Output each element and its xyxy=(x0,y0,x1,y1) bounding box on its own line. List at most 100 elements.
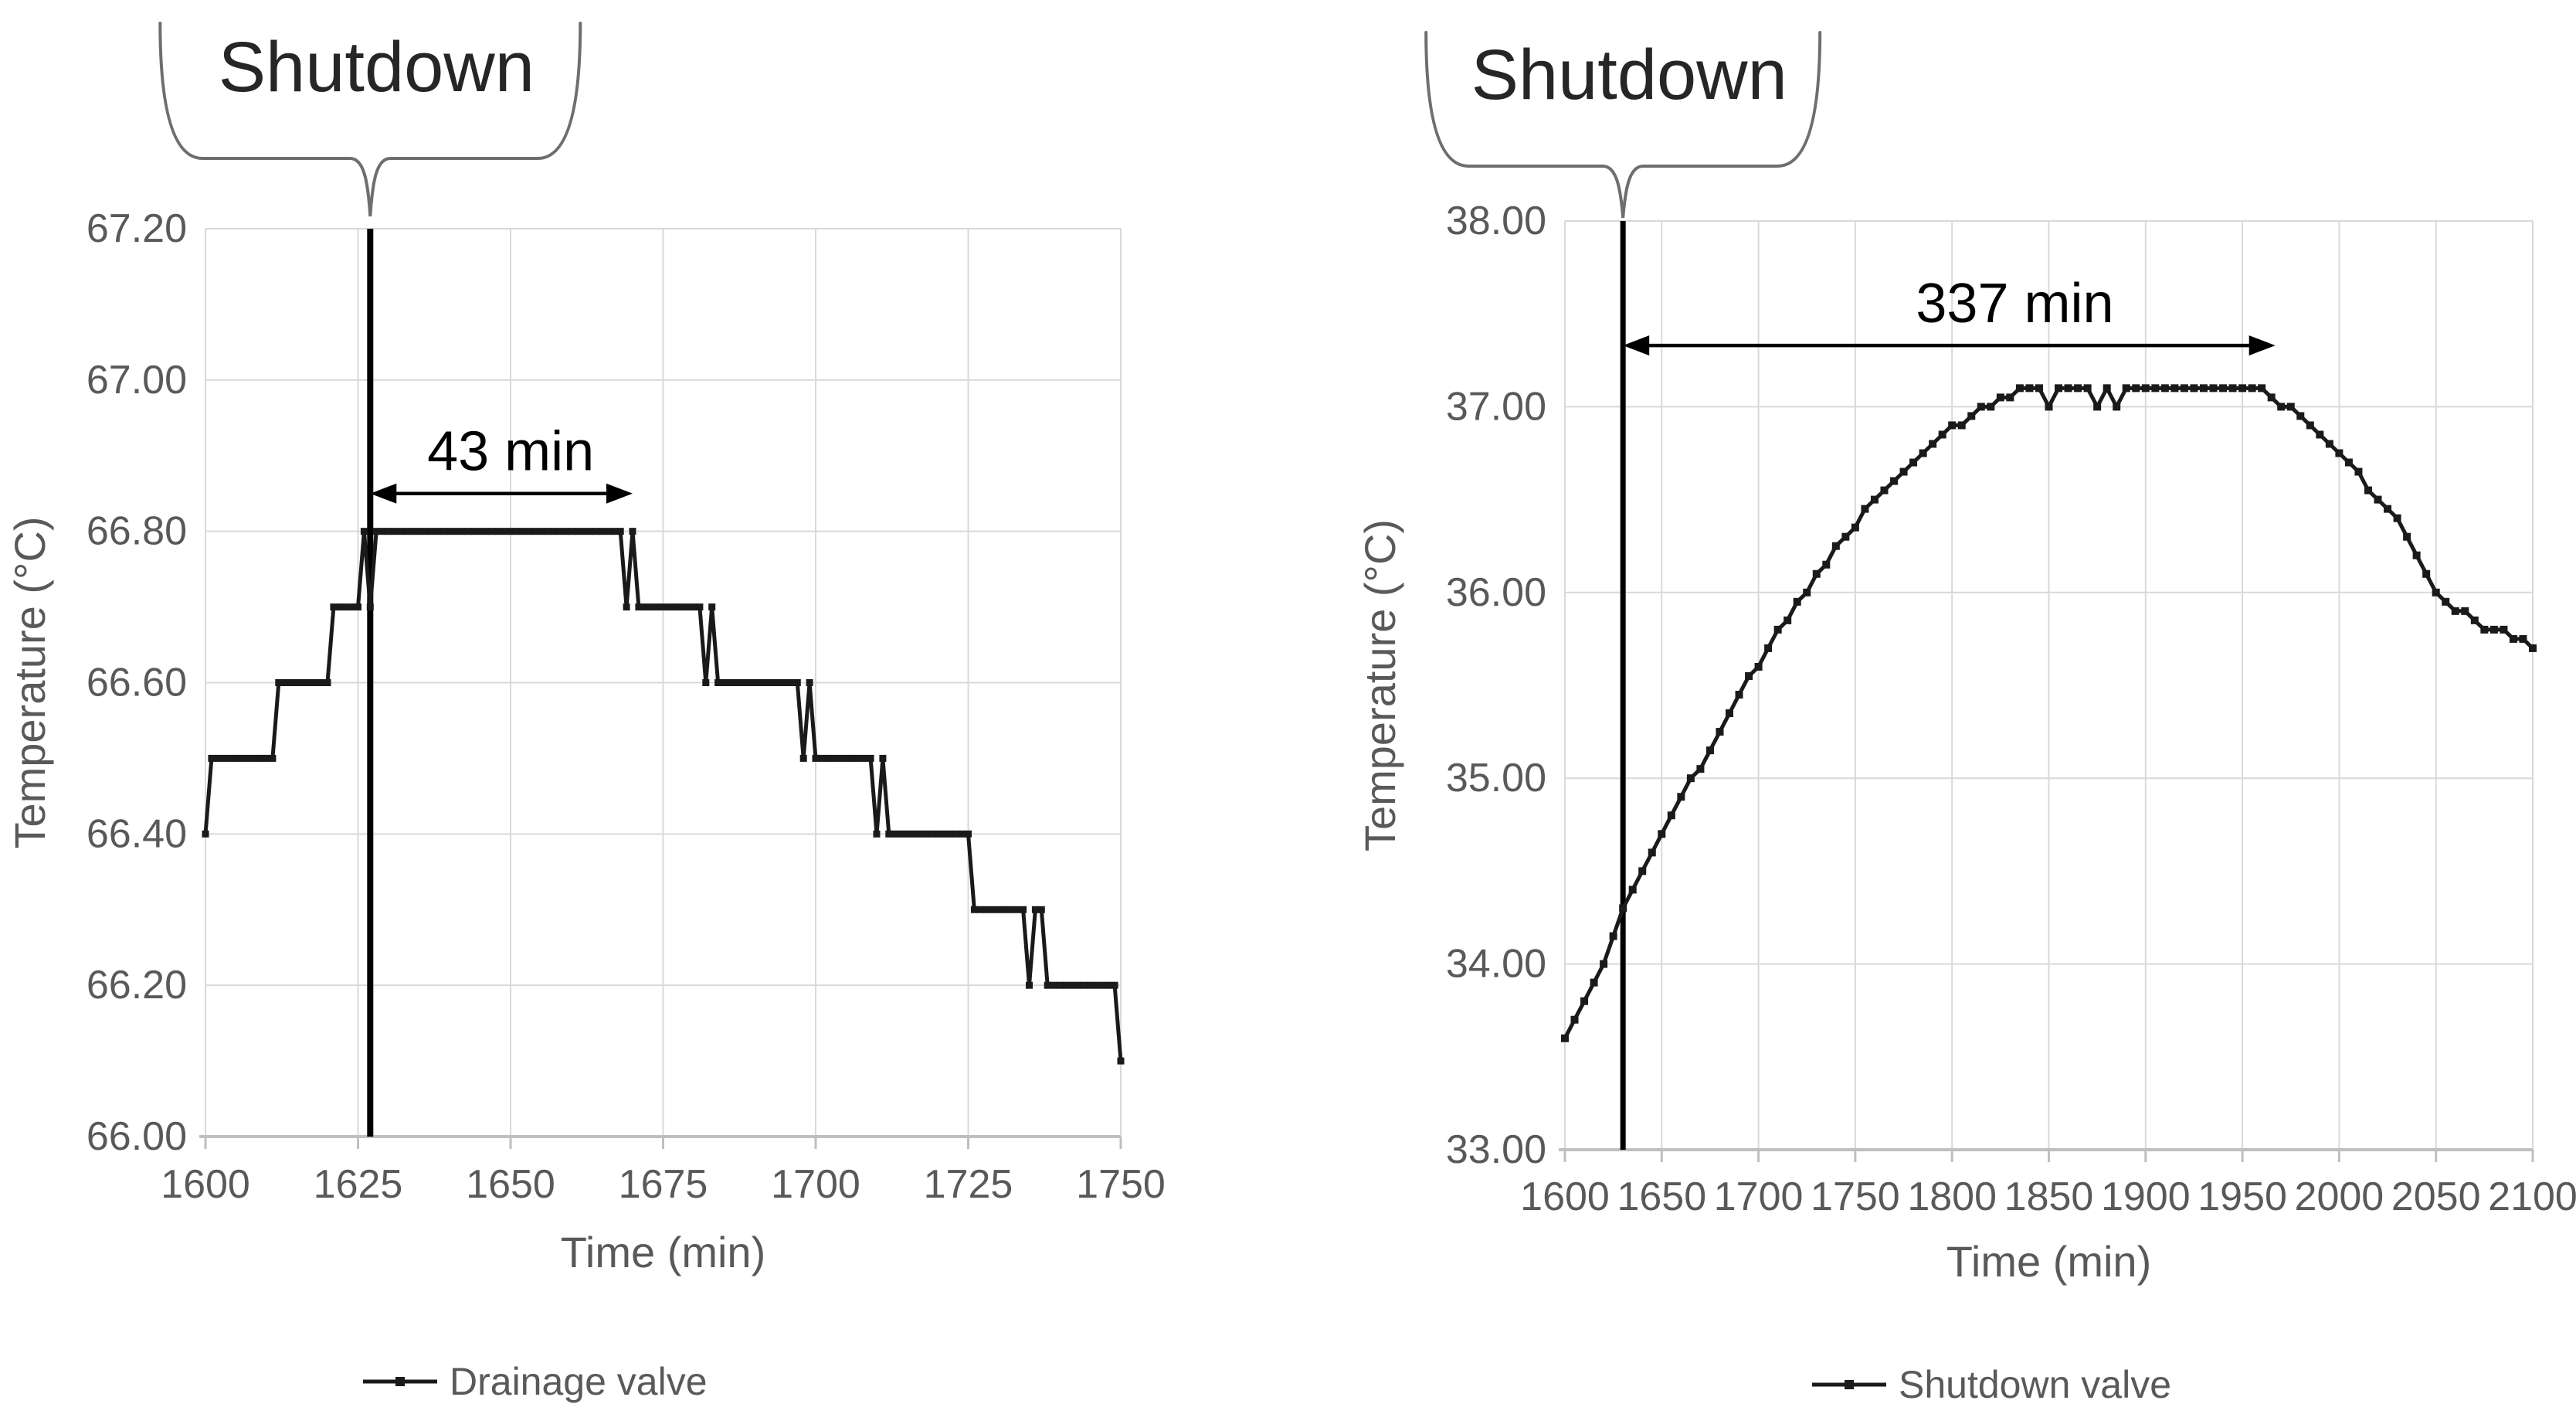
series-marker xyxy=(1580,997,1589,1005)
series-marker xyxy=(543,528,551,535)
series-marker xyxy=(324,679,331,686)
x-tick-label: 2000 xyxy=(2295,1174,2384,1219)
y-tick-label: 66.40 xyxy=(87,811,187,856)
series-marker xyxy=(1044,981,1051,989)
series-marker xyxy=(2113,403,2121,411)
series-marker xyxy=(782,679,789,686)
legend-label: Shutdown valve xyxy=(1899,1363,2171,1406)
series-marker xyxy=(2306,421,2314,430)
series-marker xyxy=(2451,607,2459,615)
series-marker xyxy=(1105,981,1112,989)
series-marker xyxy=(1967,412,1976,420)
series-marker xyxy=(1957,421,1966,430)
series-marker xyxy=(623,603,630,611)
series-marker xyxy=(2500,625,2508,634)
series-marker xyxy=(1977,403,1985,411)
y-tick-label: 38.00 xyxy=(1446,199,1546,243)
series-marker xyxy=(2489,625,2498,634)
series-marker xyxy=(275,679,283,686)
x-axis-title: Time (min) xyxy=(1946,1237,2151,1286)
series-marker xyxy=(738,679,746,686)
series-marker xyxy=(287,679,295,686)
x-tick-label: 1800 xyxy=(1907,1174,1997,1219)
series-marker xyxy=(501,528,508,535)
arrowhead-left xyxy=(1623,335,1650,356)
series-marker xyxy=(1831,542,1840,550)
series-marker xyxy=(1899,467,1908,476)
series-marker xyxy=(2393,514,2401,522)
series-marker xyxy=(940,830,948,838)
series-marker xyxy=(904,830,911,838)
series-marker xyxy=(1658,830,1666,838)
series-marker xyxy=(1081,981,1088,989)
y-tick-label: 33.00 xyxy=(1446,1127,1546,1172)
series-marker xyxy=(397,528,405,535)
series-marker xyxy=(2093,403,2102,411)
series-marker xyxy=(311,679,319,686)
series-marker xyxy=(629,528,636,535)
series-marker xyxy=(427,528,435,535)
series-marker xyxy=(1074,981,1082,989)
series-marker xyxy=(1745,671,1753,680)
x-tick-label: 1900 xyxy=(2101,1174,2191,1219)
x-tick-label: 1675 xyxy=(619,1162,708,1207)
x-tick-label: 1850 xyxy=(2004,1174,2094,1219)
series-marker xyxy=(2267,393,2276,402)
series-marker xyxy=(2277,403,2286,411)
series-marker xyxy=(238,754,246,762)
series-marker xyxy=(2316,430,2324,439)
series-marker xyxy=(342,603,350,611)
series-marker xyxy=(677,603,685,611)
series-marker xyxy=(2403,532,2411,541)
y-tick-label: 35.00 xyxy=(1446,756,1546,800)
series-marker xyxy=(702,679,710,686)
series-marker xyxy=(2055,384,2063,393)
series-marker xyxy=(708,603,716,611)
series-marker xyxy=(1773,625,1782,634)
x-tick-label: 2050 xyxy=(2391,1174,2481,1219)
series-marker xyxy=(909,830,917,838)
series-marker xyxy=(232,754,239,762)
series-marker xyxy=(891,830,899,838)
series-marker xyxy=(843,754,850,762)
brace-label: Shutdown xyxy=(219,28,535,107)
series-marker xyxy=(464,528,472,535)
series-marker xyxy=(1803,588,1811,597)
series-marker xyxy=(915,830,923,838)
series-marker xyxy=(1705,746,1714,755)
series-marker xyxy=(837,754,844,762)
series-marker xyxy=(1851,523,1859,532)
series-marker xyxy=(488,528,496,535)
series-marker xyxy=(1754,662,1763,671)
series-marker xyxy=(2151,384,2160,393)
series-marker xyxy=(959,830,966,838)
arrowhead-right xyxy=(2248,335,2276,356)
x-tick-label: 1750 xyxy=(1811,1174,1900,1219)
series-marker xyxy=(1600,960,1608,968)
series-marker xyxy=(1648,848,1656,857)
series-marker xyxy=(2335,449,2344,457)
series-marker xyxy=(1013,906,1021,913)
series-marker xyxy=(934,830,942,838)
legend-label: Drainage valve xyxy=(450,1360,708,1403)
series-marker xyxy=(2160,384,2169,393)
series-marker xyxy=(1609,932,1617,940)
series-marker xyxy=(1938,430,1946,439)
series-marker xyxy=(1735,691,1743,699)
series-marker xyxy=(854,754,862,762)
y-axis-title: Temperature (°C) xyxy=(5,516,54,848)
series-marker xyxy=(2422,569,2431,578)
series-marker xyxy=(2132,384,2140,393)
series-marker xyxy=(568,528,575,535)
x-tick-label: 1750 xyxy=(1076,1162,1166,1207)
series-marker xyxy=(1841,532,1850,541)
series-marker xyxy=(531,528,539,535)
series-marker xyxy=(409,528,417,535)
series-marker xyxy=(525,528,533,535)
x-tick-label: 1950 xyxy=(2198,1174,2287,1219)
series-marker xyxy=(860,754,868,762)
series-marker xyxy=(294,679,300,686)
series-marker xyxy=(226,754,234,762)
series-marker xyxy=(776,679,783,686)
